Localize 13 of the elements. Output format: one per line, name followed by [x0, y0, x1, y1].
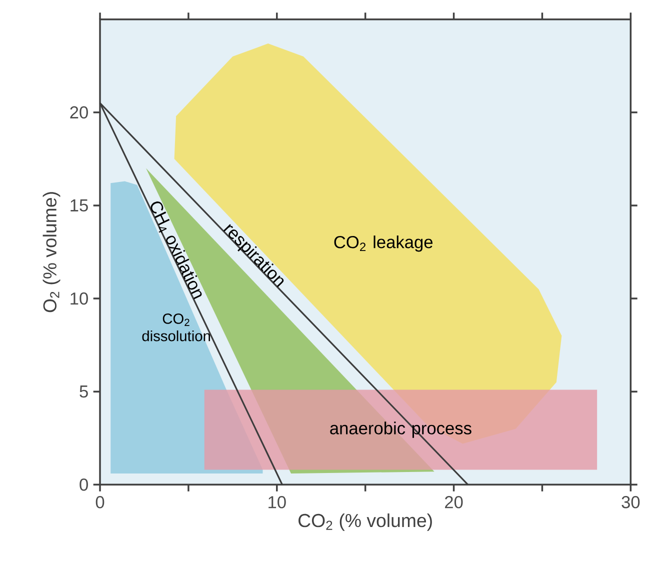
- y-tick-label: 0: [80, 478, 88, 491]
- y-tick-label: 10: [70, 292, 88, 305]
- x-tick-label: 20: [445, 496, 463, 508]
- y-tick-label: 5: [80, 386, 88, 398]
- y-tick-label: 15: [70, 199, 88, 212]
- y-tick-label: 20: [70, 106, 88, 119]
- series-label: CO$_{2}$ leakage: [334, 236, 433, 252]
- x-axis-title: CO$_{2}$ (% volume): [298, 513, 432, 531]
- x-tick-label: 0: [96, 496, 104, 508]
- series-label: CO$_{2}$ dissolution: [142, 314, 210, 342]
- x-tick-label: 30: [622, 496, 640, 508]
- x-tick-label: 10: [268, 496, 286, 508]
- y-axis-title: O$_{2}$ (% volume): [42, 192, 60, 312]
